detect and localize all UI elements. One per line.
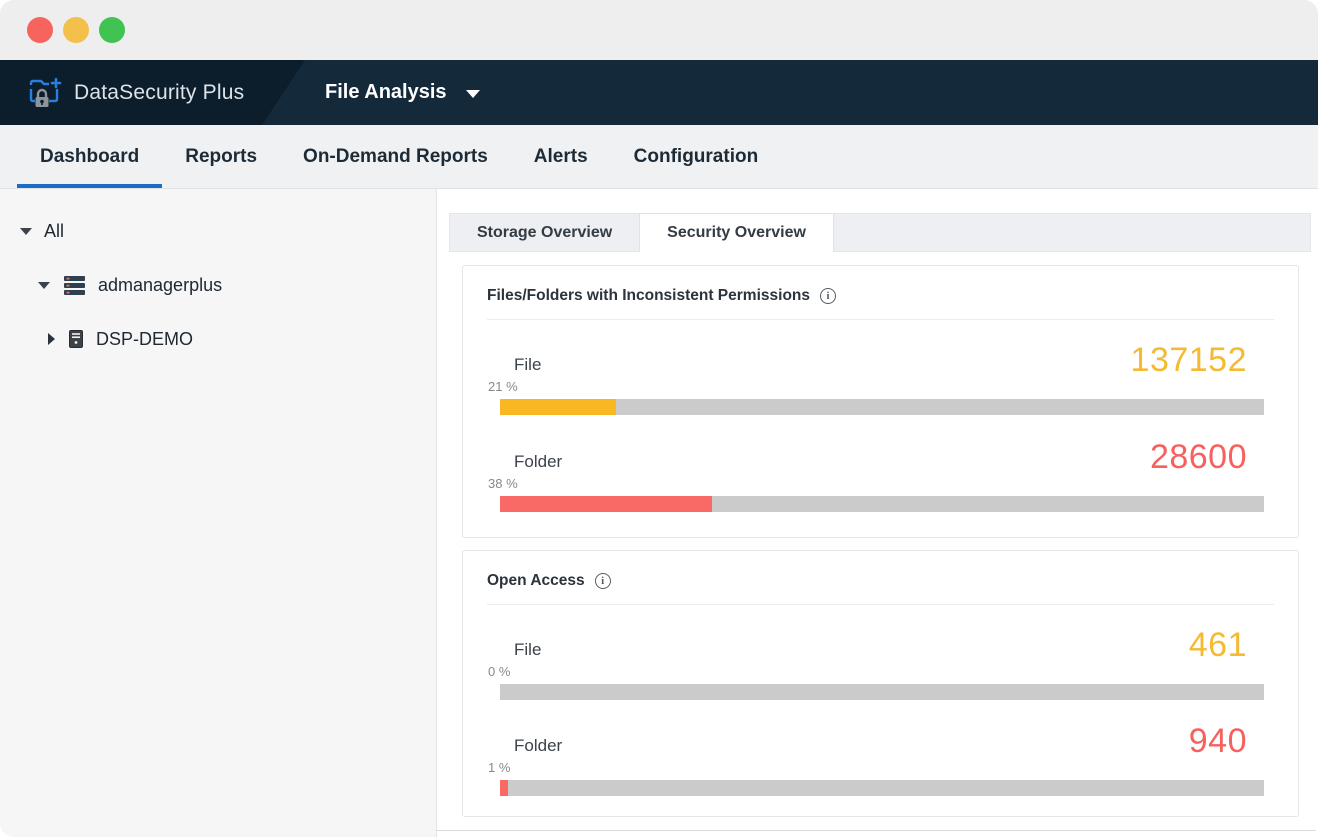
- chevron-down-icon: [465, 89, 480, 98]
- nav-item-reports[interactable]: Reports: [185, 145, 258, 167]
- nav-item-dashboard[interactable]: Dashboard: [17, 125, 163, 188]
- metric-value: 137152: [1130, 341, 1247, 379]
- progress-bar-fill: [500, 399, 617, 415]
- server-icon: [69, 330, 83, 348]
- metric-label: Folder: [514, 736, 563, 755]
- metric-value: 940: [1188, 722, 1247, 760]
- tab-security-overview[interactable]: Security Overview: [639, 213, 834, 252]
- domain-servers-icon: [64, 275, 85, 295]
- minimize-window-button[interactable]: [63, 17, 89, 43]
- metric-percent: 21 %: [488, 379, 518, 394]
- tree-item-label: DSP-DEMO: [96, 328, 194, 349]
- metric-label: File: [514, 355, 542, 374]
- resource-tree-sidebar: All admanagerplus: [0, 189, 437, 837]
- card-title: Files/Folders with Inconsistent Permissi…: [487, 287, 810, 304]
- metric-percent: 1 %: [488, 760, 511, 775]
- brand-name: DataSecurity Plus: [74, 80, 245, 104]
- info-icon[interactable]: i: [820, 288, 836, 304]
- metric-file: File 137152 21 %: [487, 341, 1274, 415]
- module-selector-label: File Analysis: [325, 81, 447, 103]
- tree-collapsed-caret-icon[interactable]: [48, 333, 55, 345]
- tab-storage-overview[interactable]: Storage Overview: [477, 223, 613, 241]
- browser-titlebar: [0, 0, 1318, 60]
- datasecurity-plus-logo-icon: [29, 77, 62, 107]
- divider: [487, 319, 1274, 320]
- nav-item-alerts[interactable]: Alerts: [533, 145, 588, 167]
- progress-bar-fill: [500, 780, 508, 796]
- progress-bar-track: [500, 496, 1264, 512]
- metric-value: 28600: [1149, 438, 1247, 476]
- nav-item-on-demand-reports[interactable]: On-Demand Reports: [303, 145, 488, 167]
- metric-value: 461: [1188, 626, 1247, 664]
- progress-bar-fill: [500, 496, 712, 512]
- progress-bar-track: [500, 684, 1264, 700]
- inconsistent-permissions-card: Files/Folders with Inconsistent Permissi…: [462, 265, 1299, 538]
- divider: [487, 604, 1274, 605]
- metric-label: Folder: [514, 452, 563, 471]
- zoom-window-button[interactable]: [99, 17, 125, 43]
- progress-bar-track: [500, 399, 1264, 415]
- tree-item-all[interactable]: All: [0, 215, 436, 247]
- overview-tabs: Storage Overview Security Overview: [449, 213, 1311, 252]
- card-title: Open Access: [487, 572, 585, 589]
- brand-area: DataSecurity Plus: [0, 60, 305, 125]
- nav-item-configuration[interactable]: Configuration: [633, 145, 759, 167]
- close-window-button[interactable]: [27, 17, 53, 43]
- tree-item-label: admanagerplus: [98, 274, 223, 295]
- open-access-card: Open Access i File 461 0 % Fo: [462, 550, 1299, 817]
- info-icon[interactable]: i: [594, 573, 611, 589]
- dashboard-content: Storage Overview Security Overview Files…: [437, 189, 1318, 837]
- app-header: DataSecurity Plus File Analysis: [0, 60, 1318, 125]
- metric-folder: Folder 940 1 %: [487, 722, 1274, 796]
- metric-folder: Folder 28600 38 %: [487, 438, 1274, 512]
- metric-percent: 38 %: [488, 476, 518, 491]
- tree-item-dsp-demo[interactable]: DSP-DEMO: [0, 323, 436, 355]
- metric-label: File: [514, 640, 542, 659]
- content-bottom-divider: [437, 830, 1318, 831]
- tree-expand-caret-icon[interactable]: [38, 281, 50, 289]
- tree-item-admanagerplus[interactable]: admanagerplus: [0, 269, 436, 301]
- metric-file: File 461 0 %: [487, 626, 1274, 700]
- progress-bar-track: [500, 780, 1264, 796]
- tree-item-label: All: [44, 220, 65, 241]
- module-selector[interactable]: File Analysis: [325, 60, 480, 125]
- metric-percent: 0 %: [488, 664, 511, 679]
- primary-nav: Dashboard Reports On-Demand Reports Aler…: [0, 125, 1318, 189]
- tree-expand-caret-icon[interactable]: [20, 227, 32, 235]
